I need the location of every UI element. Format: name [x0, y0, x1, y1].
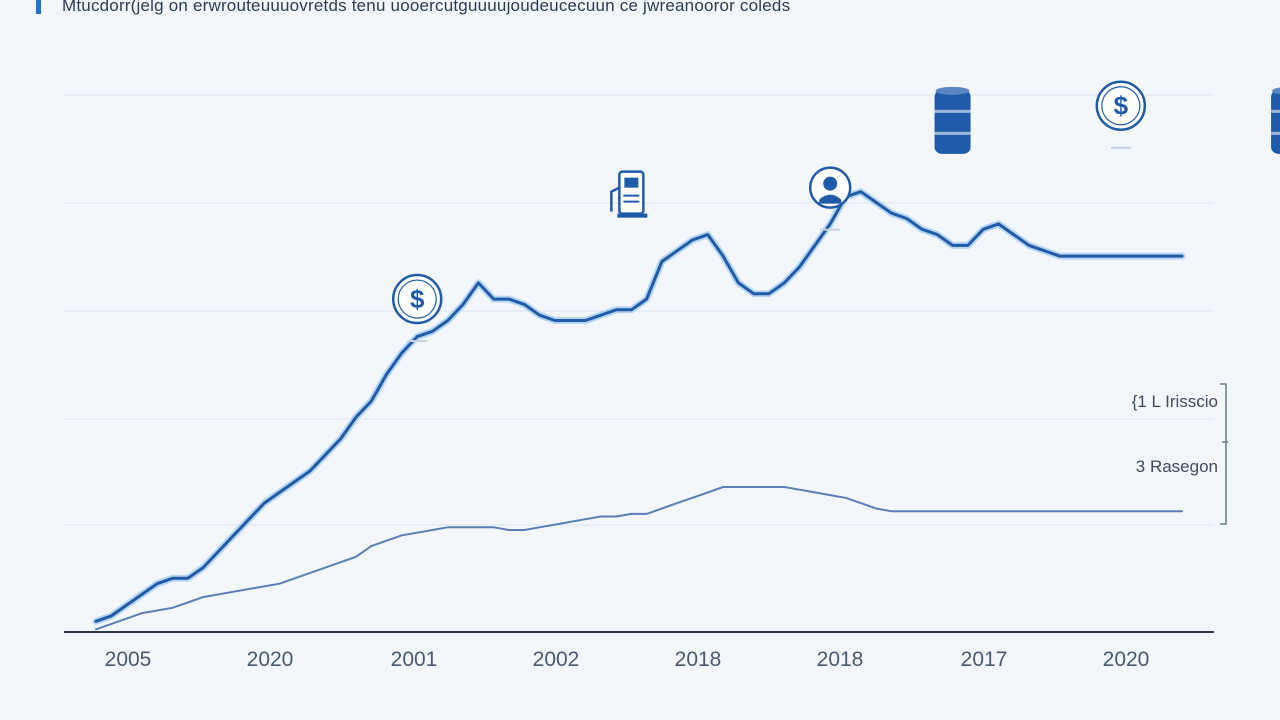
- range-annotation-label: 3 Rasegon: [1136, 457, 1218, 476]
- x-tick-label: 2001: [391, 648, 438, 671]
- grid-layer: [64, 94, 1214, 526]
- x-tick-label: 2020: [1103, 648, 1150, 671]
- x-tick-label: 2005: [105, 648, 152, 671]
- dollar-coin-icon: $: [391, 273, 443, 343]
- fuel-pump-icon: [610, 170, 648, 218]
- oil-barrel-icon: [1271, 87, 1280, 154]
- series-layer: [92, 188, 1186, 631]
- chart-title: Mtucdorr(jelg on erwrouteuuuovretds tenu…: [62, 0, 791, 15]
- dollar-coin-icon: $: [1095, 80, 1147, 149]
- medical-worker-icon: [808, 166, 852, 231]
- x-tick-label: 2002: [533, 648, 580, 671]
- title-accent-bar: [36, 0, 41, 14]
- svg-text:$: $: [1114, 91, 1129, 121]
- series-2-line: [95, 486, 1183, 631]
- x-tick-label: 2018: [675, 648, 722, 671]
- series-1-line: [94, 190, 1184, 623]
- x-tick-label: 2017: [961, 648, 1008, 671]
- range-annotations: {1 L Irisscio 3 Rasegon: [1132, 383, 1228, 525]
- range-bracket: [1220, 383, 1227, 525]
- icon-layer: $$: [391, 80, 1280, 343]
- svg-text:$: $: [410, 284, 425, 314]
- x-tick-labels: 2005 2020 2001 2002 2018 2018 2017 2020: [105, 648, 1150, 671]
- range-annotation-label: {1 L Irisscio: [1132, 392, 1218, 411]
- oil-barrel-icon: [934, 86, 971, 154]
- x-tick-label: 2020: [247, 648, 294, 671]
- x-tick-label: 2018: [817, 648, 864, 671]
- series-1-glow: [92, 188, 1186, 625]
